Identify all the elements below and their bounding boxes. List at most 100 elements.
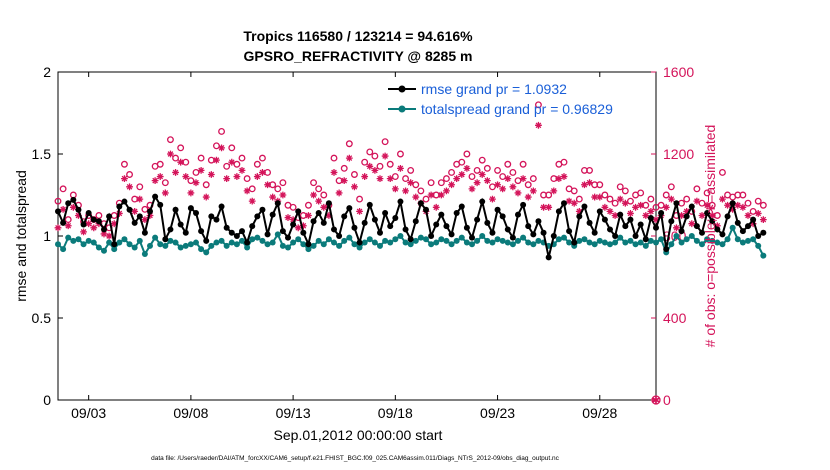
possible-obs-point <box>141 205 149 213</box>
rmse-point <box>249 223 256 230</box>
totalspread-point <box>499 237 506 244</box>
totalspread-point <box>688 233 695 239</box>
rmse-point <box>469 234 475 241</box>
totalspread-point <box>126 241 133 248</box>
possible-obs-point <box>739 191 747 199</box>
x-tick-label: 09/08 <box>173 405 208 421</box>
assimilated-obs-point <box>100 230 108 238</box>
totalspread-point <box>392 236 399 243</box>
totalspread-point <box>658 236 665 243</box>
rmse-point <box>448 231 455 238</box>
assimilated-obs-point <box>427 191 435 199</box>
possible-obs-point <box>161 179 169 187</box>
rmse-point <box>193 210 199 217</box>
totalspread-point <box>233 241 240 248</box>
totalspread-point <box>463 239 470 246</box>
totalspread-point <box>259 237 266 244</box>
totalspread-point <box>208 242 215 249</box>
totalspread-point <box>295 236 302 243</box>
totalspread-point <box>402 239 409 246</box>
possible-obs-point <box>356 195 364 203</box>
totalspread-point <box>341 237 348 244</box>
totalspread-point <box>474 237 481 244</box>
totalspread-point <box>131 244 138 251</box>
assimilated-obs-point <box>213 156 220 164</box>
rmse-point <box>300 229 307 236</box>
rmse-point <box>520 201 527 208</box>
rmse-point <box>126 206 133 213</box>
x-axis-label: Sep.01,2012 00:00:00 start <box>274 427 443 443</box>
assimilated-obs-point <box>570 199 578 207</box>
totalspread-point <box>147 242 153 249</box>
possible-obs-point <box>458 158 466 166</box>
totalspread-point <box>366 236 373 243</box>
totalspread-point <box>417 234 424 241</box>
rmse-point <box>341 213 348 220</box>
assimilated-obs-point <box>678 212 685 219</box>
rmse-point <box>525 223 532 230</box>
rmse-point <box>152 193 159 200</box>
possible-obs-point <box>166 136 174 144</box>
totalspread-point <box>637 239 644 246</box>
rmse-point <box>479 198 486 205</box>
totalspread-point <box>714 239 721 246</box>
assimilated-obs-point <box>340 177 348 185</box>
rmse-point <box>239 228 245 235</box>
rmse-point <box>279 228 286 235</box>
rmse-point <box>177 221 184 228</box>
rmse-point <box>80 221 87 228</box>
possible-obs-point <box>524 181 532 189</box>
totalspread-point <box>101 247 107 254</box>
rmse-point <box>474 216 481 223</box>
totalspread-point <box>642 242 649 249</box>
zero-obs-asterisk: ✱ <box>651 394 660 407</box>
totalspread-point <box>566 239 573 246</box>
totalspread-point <box>290 239 297 246</box>
rmse-point <box>509 234 516 241</box>
rmse-point <box>136 213 143 220</box>
possible-obs-point <box>621 187 629 195</box>
rmse-point <box>233 233 240 239</box>
assimilated-obs-point <box>233 173 241 180</box>
assimilated-obs-point <box>514 189 522 197</box>
assimilated-obs-point <box>621 199 629 207</box>
rmse-point <box>157 201 164 208</box>
assimilated-obs-point <box>64 222 72 230</box>
totalspread-point <box>755 242 762 249</box>
rmse-point <box>739 228 746 235</box>
rmse-point <box>208 213 215 220</box>
assimilated-obs-point <box>575 208 583 215</box>
possible-obs-point <box>703 189 711 197</box>
totalspread-point <box>116 239 123 246</box>
assimilated-obs-point <box>591 193 599 201</box>
assimilated-obs-point <box>141 216 149 223</box>
assimilated-obs-point <box>555 175 563 182</box>
assimilated-obs-point <box>325 212 333 219</box>
possible-obs-point <box>473 166 481 174</box>
assimilated-obs-point <box>259 169 266 176</box>
rmse-point <box>392 214 399 221</box>
assimilated-obs-point <box>156 173 164 180</box>
assimilated-obs-point <box>167 150 174 158</box>
chart-title: Tropics 116580 / 123214 = 94.616% <box>243 28 473 44</box>
rmse-point <box>591 229 598 236</box>
rmse-point <box>683 213 690 220</box>
possible-obs-point <box>596 181 604 189</box>
rmse-point <box>463 224 470 231</box>
totalspread-point <box>591 241 598 248</box>
rmse-point <box>264 231 271 238</box>
totalspread-point <box>239 237 245 244</box>
rmse-point <box>714 226 721 233</box>
rmse-point <box>397 198 404 205</box>
assimilated-obs-point <box>136 195 144 203</box>
totalspread-point <box>187 241 194 248</box>
assimilated-obs-point <box>69 203 77 211</box>
assimilated-obs-point <box>647 208 655 215</box>
assimilated-obs-point <box>458 171 466 178</box>
assimilated-obs-point <box>565 197 573 205</box>
assimilated-obs-point <box>335 189 343 197</box>
assimilated-obs-point <box>294 224 302 232</box>
assimilated-obs-point <box>366 162 374 170</box>
rmse-point <box>663 246 670 253</box>
totalspread-point <box>65 234 72 241</box>
